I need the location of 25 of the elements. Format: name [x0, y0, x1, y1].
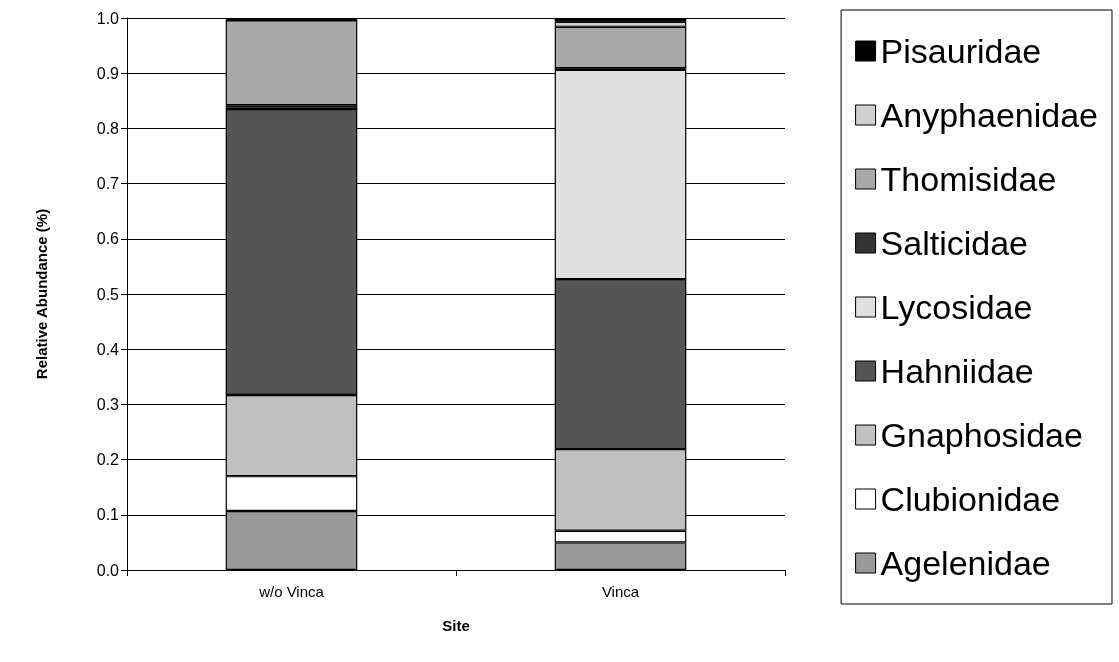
y-tick-label: 0.5: [96, 285, 120, 303]
y-tick-label: 0.9: [96, 64, 120, 82]
legend-label: Lycosidae: [880, 288, 1033, 326]
x-tick-label: Vinca: [601, 583, 640, 600]
y-tick-label: 0.6: [96, 230, 120, 248]
y-tick-label: 1.0: [96, 9, 120, 27]
y-tick-label: 0.3: [96, 395, 120, 413]
y-axis-title: Relative Abundance (%): [33, 208, 50, 380]
legend-label: Gnaphosidae: [880, 416, 1083, 454]
legend-label: Salticidae: [880, 224, 1029, 262]
x-axis-title: Site: [442, 617, 470, 634]
legend-label: Thomisidae: [880, 160, 1057, 198]
legend-label: Anyphaenidae: [880, 96, 1099, 134]
x-tick-label: w/o Vinca: [258, 583, 325, 600]
y-tick-label: 0.8: [96, 119, 120, 137]
y-tick-label: 0.0: [96, 561, 120, 579]
legend-label: Clubionidae: [880, 480, 1061, 518]
y-tick-label: 0.4: [96, 340, 120, 358]
y-tick-label: 0.7: [96, 175, 120, 193]
y-tick-label: 0.2: [96, 451, 120, 469]
bar: [554, 26, 687, 69]
legend-label: Hahniidae: [880, 352, 1034, 390]
y-tick-label: 0.1: [96, 506, 120, 524]
legend-label: Pisauridae: [880, 32, 1042, 70]
legend-label: Agelenidae: [880, 544, 1051, 582]
